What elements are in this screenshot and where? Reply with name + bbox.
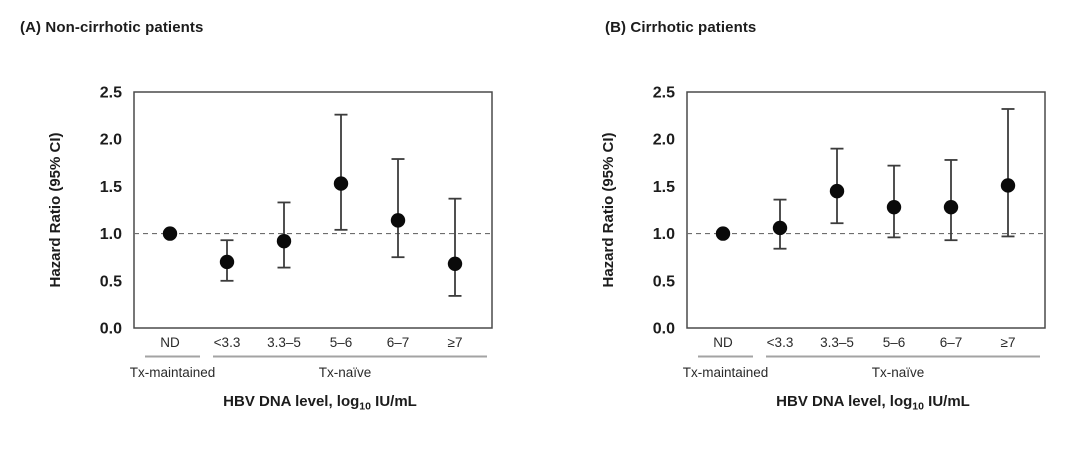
y-tick-label: 2.0 bbox=[653, 132, 675, 149]
panel-cirrhotic: (B) Cirrhotic patients 0.0 0.5 1.0 1.5 2.0 2.… bbox=[540, 0, 1080, 455]
hazard-ratio-point bbox=[333, 176, 349, 191]
hazard-ratio-point bbox=[715, 226, 731, 241]
y-tick-label: 0.5 bbox=[100, 273, 122, 290]
y-tick-label: 0.5 bbox=[653, 273, 675, 290]
x-axis-title: HBV DNA level, log10 IU/mL bbox=[776, 393, 970, 413]
y-tick-label: 2.0 bbox=[100, 132, 122, 149]
y-tick-label: 2.5 bbox=[653, 85, 675, 102]
hazard-ratio-point bbox=[219, 254, 235, 270]
panel-b-title: (B) Cirrhotic patients bbox=[605, 19, 757, 36]
plot-frame bbox=[133, 91, 493, 329]
hazard-ratio-point bbox=[1000, 178, 1016, 193]
hazard-ratio-point bbox=[829, 183, 845, 199]
y-tick-label: 0.0 bbox=[653, 321, 675, 338]
hazard-ratio-point bbox=[943, 199, 959, 215]
y-tick-label: 2.5 bbox=[100, 85, 122, 102]
y-tick-label: 1.0 bbox=[653, 226, 675, 243]
y-tick-label: 1.5 bbox=[653, 179, 675, 196]
x-category-label: ≥7 bbox=[1001, 335, 1016, 350]
group-label-maintained: Tx-maintained bbox=[130, 365, 216, 380]
x-axis-title: HBV DNA level, log10 IU/mL bbox=[223, 393, 417, 413]
panel-a-title: (A) Non-cirrhotic patients bbox=[20, 19, 204, 36]
y-axis-title: Hazard Ratio (95% CI) bbox=[600, 132, 617, 287]
y-tick-label: 0.0 bbox=[100, 321, 122, 338]
hazard-ratio-point bbox=[447, 256, 463, 272]
hazard-ratio-point bbox=[886, 199, 902, 215]
hazard-ratio-point bbox=[772, 220, 788, 236]
group-label-naive: Tx-naïve bbox=[872, 365, 925, 380]
panel-b-chart: 0.0 0.5 1.0 1.5 2.0 2.5 Hazard Ratio (95% CI) N… bbox=[600, 85, 1046, 413]
y-tick-label: 1.0 bbox=[100, 226, 122, 243]
x-category-label: ND bbox=[713, 335, 733, 350]
panel-a-chart: 0.0 0.5 1.0 1.5 2.0 2.5 Hazard Ratio (95% CI) N… bbox=[47, 85, 493, 413]
x-category-label: 5–6 bbox=[883, 335, 906, 350]
hazard-ratio-point bbox=[162, 226, 178, 241]
y-axis-title: Hazard Ratio (95% CI) bbox=[47, 132, 64, 287]
x-category-label: <3.3 bbox=[767, 335, 794, 350]
group-label-maintained: Tx-maintained bbox=[683, 365, 769, 380]
plot-frame bbox=[686, 91, 1046, 329]
y-tick-label: 1.5 bbox=[100, 179, 122, 196]
x-category-label: <3.3 bbox=[214, 335, 241, 350]
x-category-label: ND bbox=[160, 335, 180, 350]
x-category-label: 3.3–5 bbox=[820, 335, 854, 350]
group-label-naive: Tx-naïve bbox=[319, 365, 372, 380]
panel-non-cirrhotic: (A) Non-cirrhotic patients 0.0 0.5 1.0 1.5 2… bbox=[20, 19, 493, 413]
x-category-label: 6–7 bbox=[940, 335, 963, 350]
x-category-label: 3.3–5 bbox=[267, 335, 301, 350]
x-category-label: ≥7 bbox=[448, 335, 463, 350]
hazard-ratio-point bbox=[276, 233, 292, 249]
hazard-ratio-point bbox=[390, 213, 406, 228]
x-category-label: 6–7 bbox=[387, 335, 410, 350]
x-category-label: 5–6 bbox=[330, 335, 353, 350]
